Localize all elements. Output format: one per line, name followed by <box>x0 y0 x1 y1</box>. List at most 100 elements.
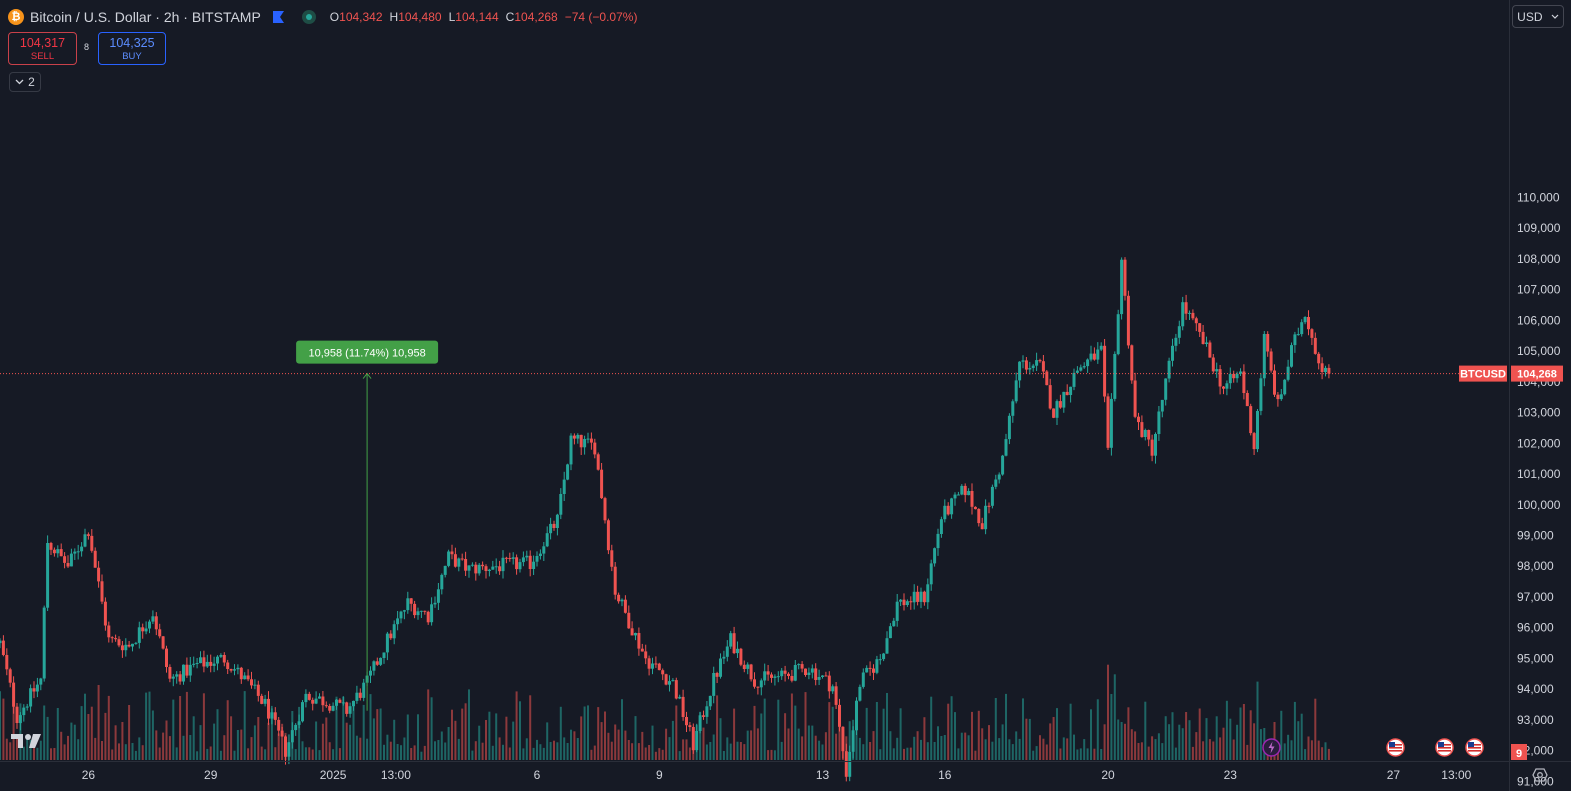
volume-bar <box>668 737 671 760</box>
volume-bar <box>967 735 970 760</box>
flag-icon[interactable] <box>272 11 284 23</box>
candle-body <box>29 688 33 707</box>
volume-bar <box>1256 681 1259 760</box>
us-flag-icon[interactable] <box>1435 738 1454 757</box>
candle-body <box>301 702 304 722</box>
tradingview-logo-icon[interactable] <box>11 732 43 750</box>
indicators-toggle-button[interactable]: 2 <box>9 72 41 92</box>
buy-button[interactable]: 104,325 BUY <box>98 32 166 65</box>
symbol-title[interactable]: Bitcoin / U.S. Dollar · 2h · BITSTAMP <box>30 9 261 25</box>
sell-button[interactable]: 104,317 SELL <box>8 32 77 65</box>
candle-body <box>1228 373 1232 384</box>
candle-body <box>562 479 566 494</box>
volume-bar <box>665 728 668 760</box>
volume-bar <box>828 702 831 760</box>
symbol-legend: ₿ Bitcoin / U.S. Dollar · 2h · BITSTAMP … <box>8 7 637 27</box>
volume-bar <box>5 738 8 760</box>
market-status-icon[interactable] <box>301 10 316 24</box>
volume-bar <box>202 693 205 760</box>
candle-body <box>348 706 352 714</box>
time-tick-label: 2025 <box>320 768 347 782</box>
candle-body <box>175 674 179 677</box>
price-tick-label: 99,000 <box>1517 529 1554 543</box>
volume-bar <box>678 751 681 760</box>
volume-bar <box>920 739 922 760</box>
volume-bar <box>705 744 708 760</box>
candle-body <box>732 633 736 654</box>
candle-body <box>834 686 838 705</box>
volume-bar <box>1195 732 1198 760</box>
candle-body <box>287 742 291 757</box>
candle-body <box>86 534 90 536</box>
us-flag-icon[interactable] <box>1386 738 1405 757</box>
candle-body <box>144 628 148 632</box>
volume-bar <box>253 725 256 760</box>
candle-body <box>681 696 685 717</box>
candle-body <box>246 675 250 680</box>
event-count-badge[interactable]: 9 <box>1511 744 1527 760</box>
candle-body <box>623 599 627 613</box>
volume-bar <box>138 737 141 760</box>
candle-body <box>1154 434 1157 456</box>
candle-body <box>504 557 508 559</box>
candle-body <box>545 533 549 547</box>
candle-body <box>63 556 67 563</box>
volume-bar <box>403 737 406 760</box>
candle-body <box>593 442 597 455</box>
candle-body <box>651 663 654 669</box>
volume-bar <box>379 708 382 760</box>
volume-bar <box>1239 707 1242 760</box>
candle-body <box>759 680 763 688</box>
volume-bar <box>1151 736 1154 760</box>
time-axis[interactable]: 26 29 2025 13:00 6 9 13 16 20 23 27 13:00 <box>82 768 1472 782</box>
candle-body <box>66 563 70 567</box>
candle-body <box>328 706 332 711</box>
currency-selector[interactable]: USD <box>1512 5 1564 28</box>
candle-body <box>919 591 923 602</box>
measure-label-bg <box>296 340 439 364</box>
volume-bar <box>335 696 338 760</box>
volume-bar <box>1168 724 1171 760</box>
candle-body <box>518 562 522 570</box>
candle-body <box>402 610 406 612</box>
candle-body <box>1184 302 1188 314</box>
event-count-bg <box>1511 744 1527 760</box>
candle-body <box>685 717 688 726</box>
candle-body <box>453 554 457 567</box>
volume-bar <box>386 734 389 760</box>
volume-bar <box>179 696 182 760</box>
chart-settings-icon[interactable] <box>1532 767 1548 783</box>
volume-bar <box>444 742 447 760</box>
sell-price: 104,317 <box>19 35 66 50</box>
volume-bar <box>491 745 494 760</box>
volume-bar <box>1191 746 1194 760</box>
price-tick-label: 95,000 <box>1517 651 1554 665</box>
volume-bar <box>1212 741 1215 760</box>
volume-bar <box>671 720 674 760</box>
volume-bar <box>532 747 535 760</box>
volume-bar <box>512 721 515 760</box>
measure-arrowhead <box>362 372 372 379</box>
volume-bar <box>87 714 90 760</box>
candle-body <box>430 604 434 623</box>
candle-body <box>311 699 315 704</box>
candle-body <box>1201 331 1205 344</box>
volume-bar <box>702 727 705 760</box>
volume-bar <box>67 735 69 760</box>
candle-body <box>192 663 196 665</box>
volume-bar <box>777 699 780 760</box>
volume-bar <box>773 750 776 760</box>
volume-bar <box>141 745 144 760</box>
volume-bar <box>101 741 103 760</box>
us-flag-icon[interactable] <box>1465 738 1484 757</box>
candle-body <box>392 624 396 639</box>
candle-body <box>331 705 335 711</box>
volume-bar <box>566 743 569 760</box>
volume-bar <box>1120 722 1123 760</box>
measure-tool[interactable]: 10,958 (11.74%) 10,958 <box>296 340 439 711</box>
volume-bar <box>39 740 42 760</box>
volume-bar <box>1171 712 1174 760</box>
lightning-event-icon[interactable] <box>1262 738 1281 757</box>
volume-bar <box>257 717 260 760</box>
